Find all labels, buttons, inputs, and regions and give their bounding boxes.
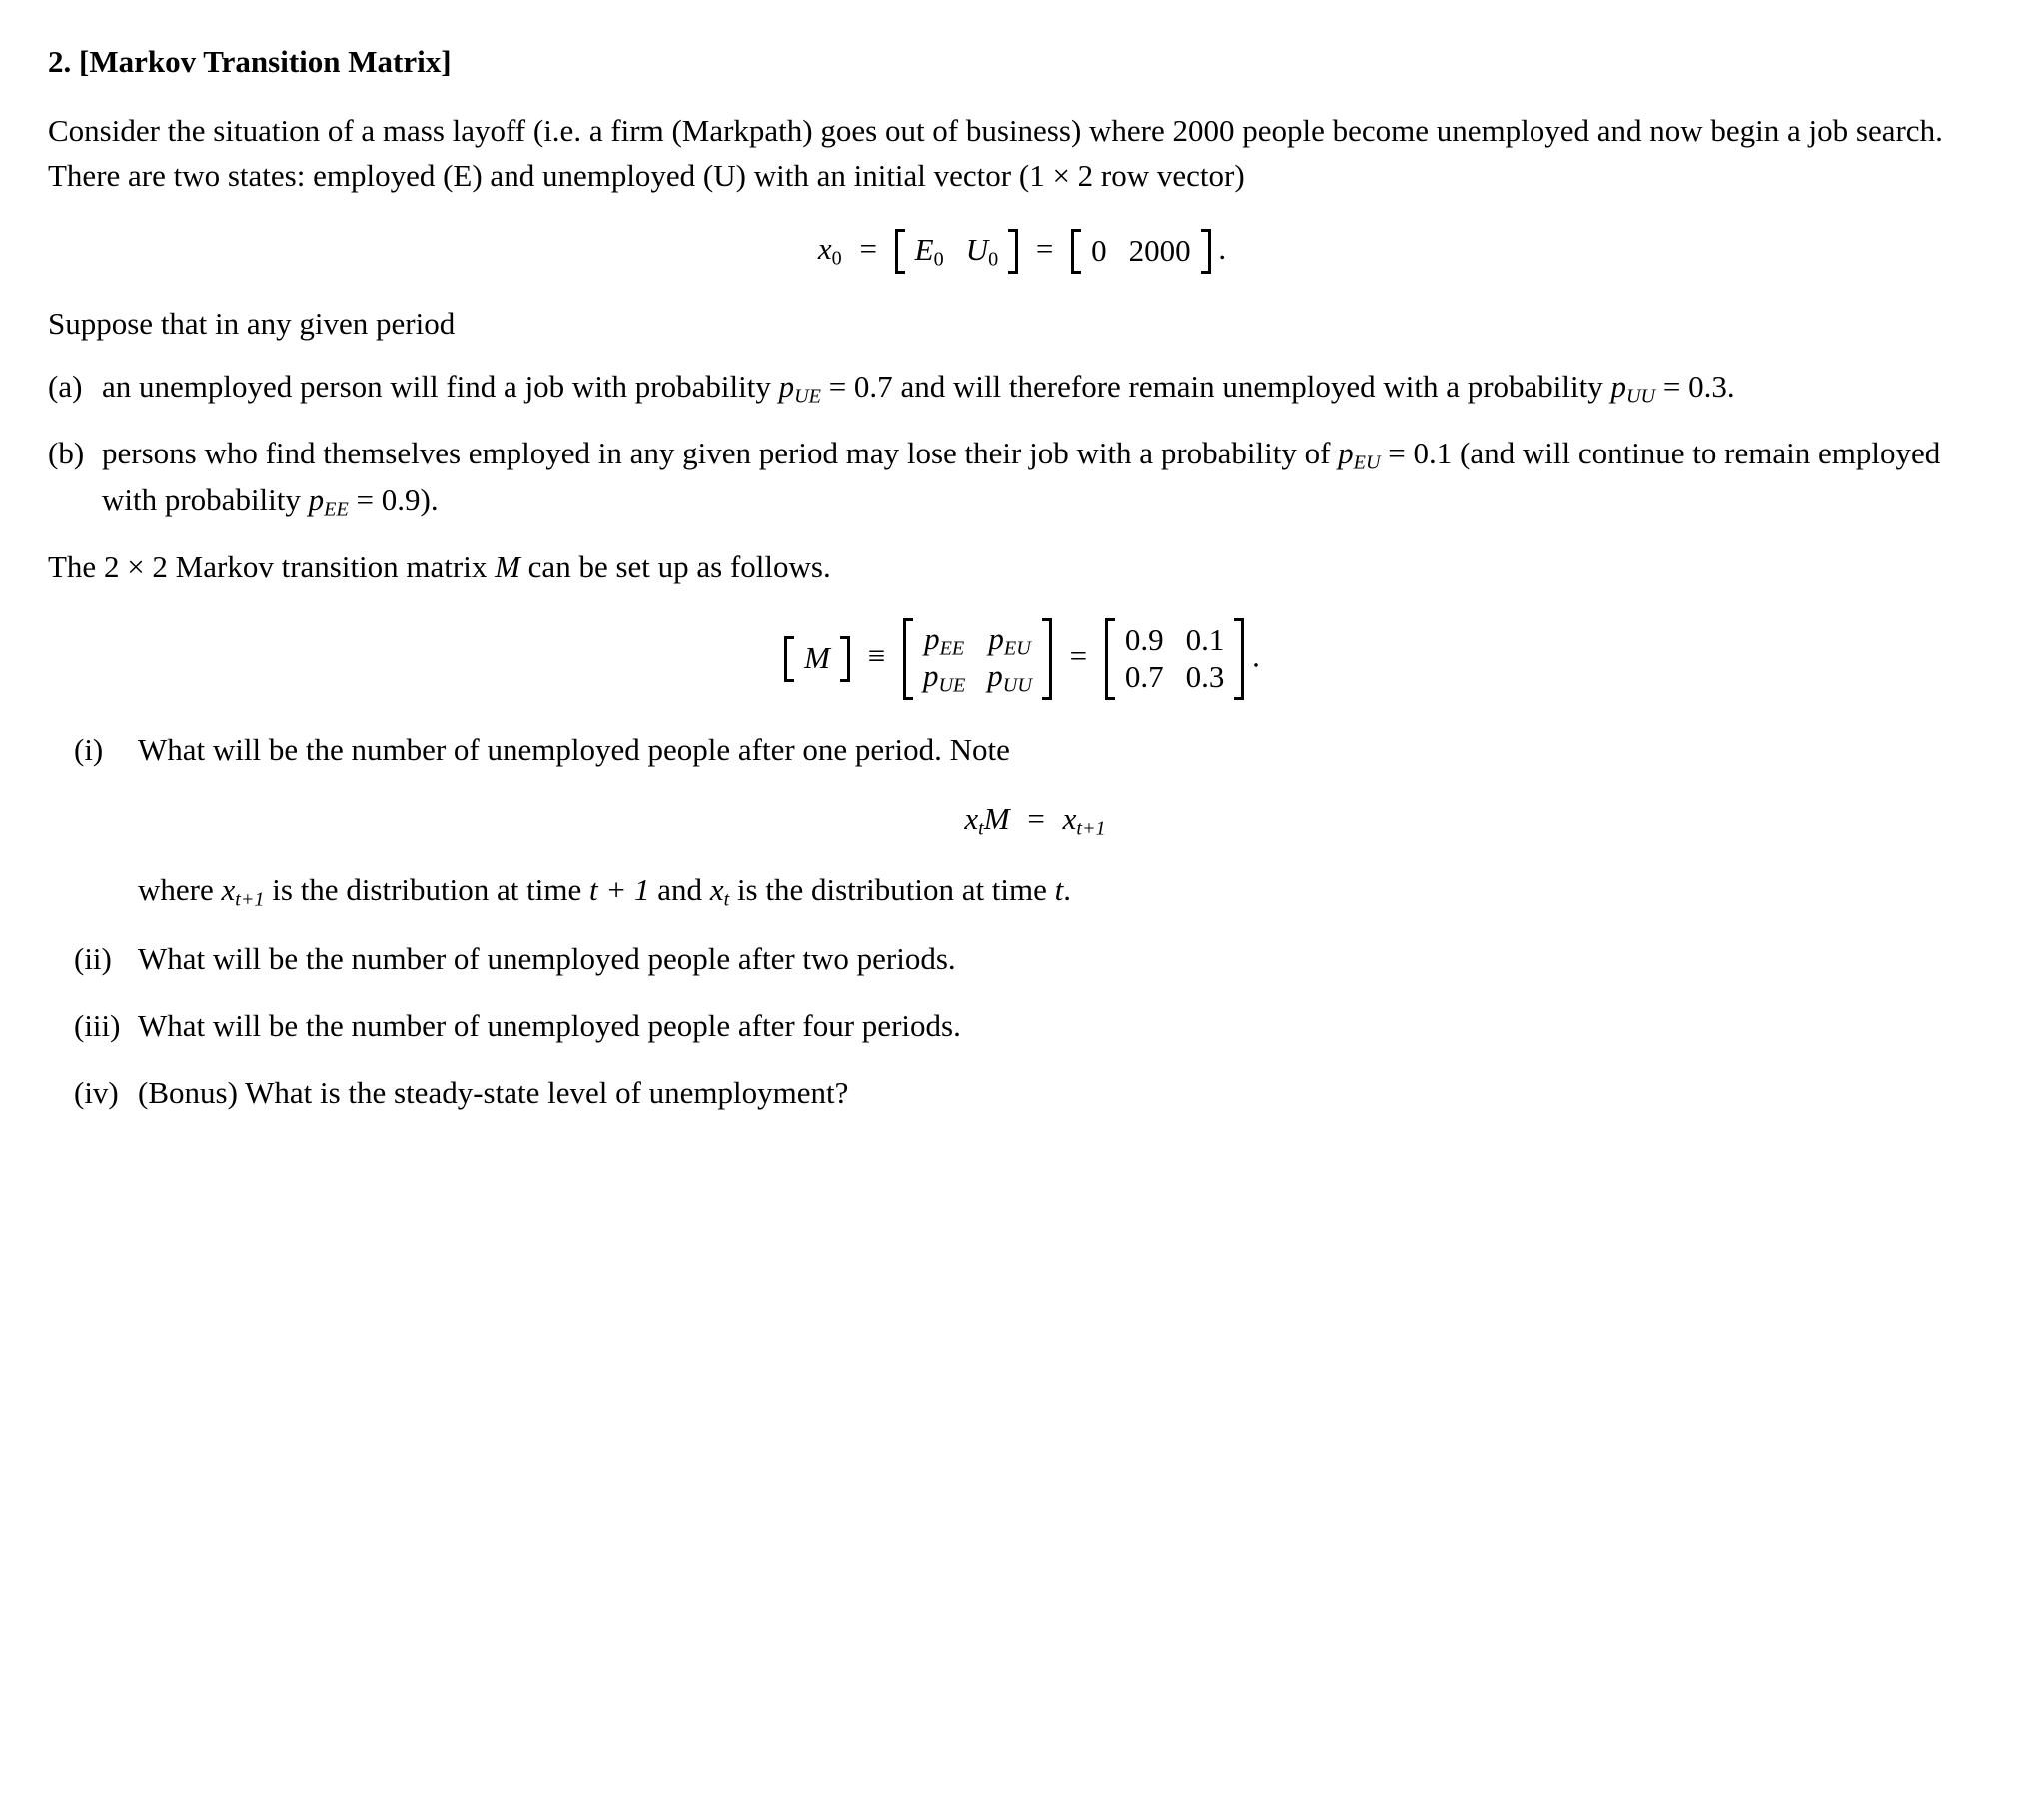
item-b: (b) persons who find themselves employed… [48,432,1996,525]
q1-x2-var: x [710,872,724,907]
q4-marker: (iv) [66,1071,138,1116]
q1-t2: t [1055,872,1064,907]
p-ue-val: = 0.7 [821,369,893,404]
m-0.7: 0.7 [1125,655,1164,700]
q3-marker: (iii) [66,1004,138,1049]
p-ee-sub: EE [324,499,349,521]
q1-end: . [1063,872,1071,907]
xt1-sub: t+1 [1076,818,1105,840]
item-a-text-1: an unemployed person will find a job wit… [102,369,779,404]
M-var: M [984,801,1010,836]
item-a-text-2: and will therefore remain unemployed wit… [893,369,1611,404]
q1-text: What will be the number of unemployed pe… [138,732,1010,767]
equation-update-rule: xtM = xt+1 [74,797,1996,844]
q2-marker: (ii) [66,937,138,982]
matrix-symbolic: pEE pEU pUE pUU [903,618,1052,700]
cell-U0-sub: 0 [988,249,998,271]
suppose-paragraph: Suppose that in any given period [48,302,1996,347]
pEU-var: p [988,621,1004,656]
intro-paragraph: Consider the situation of a mass layoff … [48,109,1996,199]
cell-E0-sub: 0 [934,249,944,271]
pEE-var: p [924,621,940,656]
vector-symbolic: E0 U0 [895,229,1018,274]
question-ii: (ii) What will be the number of unemploy… [66,937,1996,982]
p-eu-val: = 0.1 [1381,436,1453,470]
q1-mid2: and [650,872,710,907]
q1-t1: t + 1 [589,872,650,907]
problem-title: 2. [Markov Transition Matrix] [48,40,1996,85]
para3-M: M [495,549,520,584]
equation-initial-vector: x0 = E0 U0 = 0 2000 . [48,227,1996,274]
xt-var: x [964,801,978,836]
pUU-sub: UU [1003,675,1032,697]
equation-transition-matrix: M ≡ pEE pEU pUE pUU = 0.9 0.1 0.7 0.3 . [48,618,1996,700]
para3-pre: The 2 × 2 Markov transition matrix [48,549,495,584]
p-uu-sub: UU [1626,386,1655,408]
q2-text: What will be the number of unemployed pe… [138,937,1996,982]
item-a: (a) an unemployed person will find a job… [48,365,1996,412]
question-iv: (iv) (Bonus) What is the steady-state le… [66,1071,1996,1116]
q1-x1-var: x [221,872,235,907]
question-i: (i) What will be the number of unemploye… [66,728,1996,915]
matrix-numeric: 0.9 0.1 0.7 0.3 [1105,618,1245,700]
item-b-text-1: persons who find themselves employed in … [102,436,1338,470]
item-b-marker: (b) [48,432,102,525]
q3-text: What will be the number of unemployed pe… [138,1004,1996,1049]
q1-mid3: is the distribution at time [729,872,1054,907]
p-ee-var: p [309,482,325,517]
para3-post: can be set up as follows. [520,549,831,584]
q4-text: (Bonus) What is the steady-state level o… [138,1071,1996,1116]
pUE-var: p [923,658,939,693]
p-ee-val: = 0.9). [349,482,439,517]
cell-M: M [804,636,830,681]
p-eu-sub: EU [1354,452,1381,474]
q1-tail: where xt+1 is the distribution at time t… [138,868,1996,915]
cell-E0: E [915,232,934,267]
cell-U0: U [966,232,988,267]
q1-mid1: is the distribution at time [265,872,589,907]
m-0.3: 0.3 [1186,655,1225,700]
xt1-var: x [1063,801,1077,836]
p-uu-var: p [1611,369,1627,404]
cell-0: 0 [1091,229,1107,274]
pUE-sub: UE [938,675,965,697]
p-eu-var: p [1338,436,1354,470]
cell-2000: 2000 [1129,229,1191,274]
var-x: x [818,231,832,266]
q1-x1-sub: t+1 [235,889,264,911]
p-uu-val: = 0.3. [1655,369,1734,404]
item-a-marker: (a) [48,365,102,412]
vector-numeric: 0 2000 [1071,229,1211,274]
pUU-var: p [987,658,1003,693]
sub-0: 0 [832,247,842,269]
bracket-M: M [784,636,850,681]
matrix-setup-paragraph: The 2 × 2 Markov transition matrix M can… [48,545,1996,590]
p-ue-var: p [779,369,795,404]
q1-tail-pre: where [138,872,221,907]
question-iii: (iii) What will be the number of unemplo… [66,1004,1996,1049]
p-ue-sub: UE [794,386,821,408]
